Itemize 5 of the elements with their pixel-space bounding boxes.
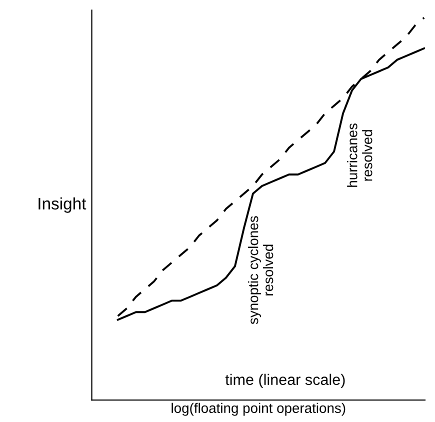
annotation: hurricanes resolved [347,123,372,187]
annotation: time (linear scale) [225,374,345,388]
x-axis-title: log(floating point operations) [172,402,346,416]
annotation: synoptic cyclones resolved [248,216,274,324]
y-axis-title: Insight [38,197,86,213]
